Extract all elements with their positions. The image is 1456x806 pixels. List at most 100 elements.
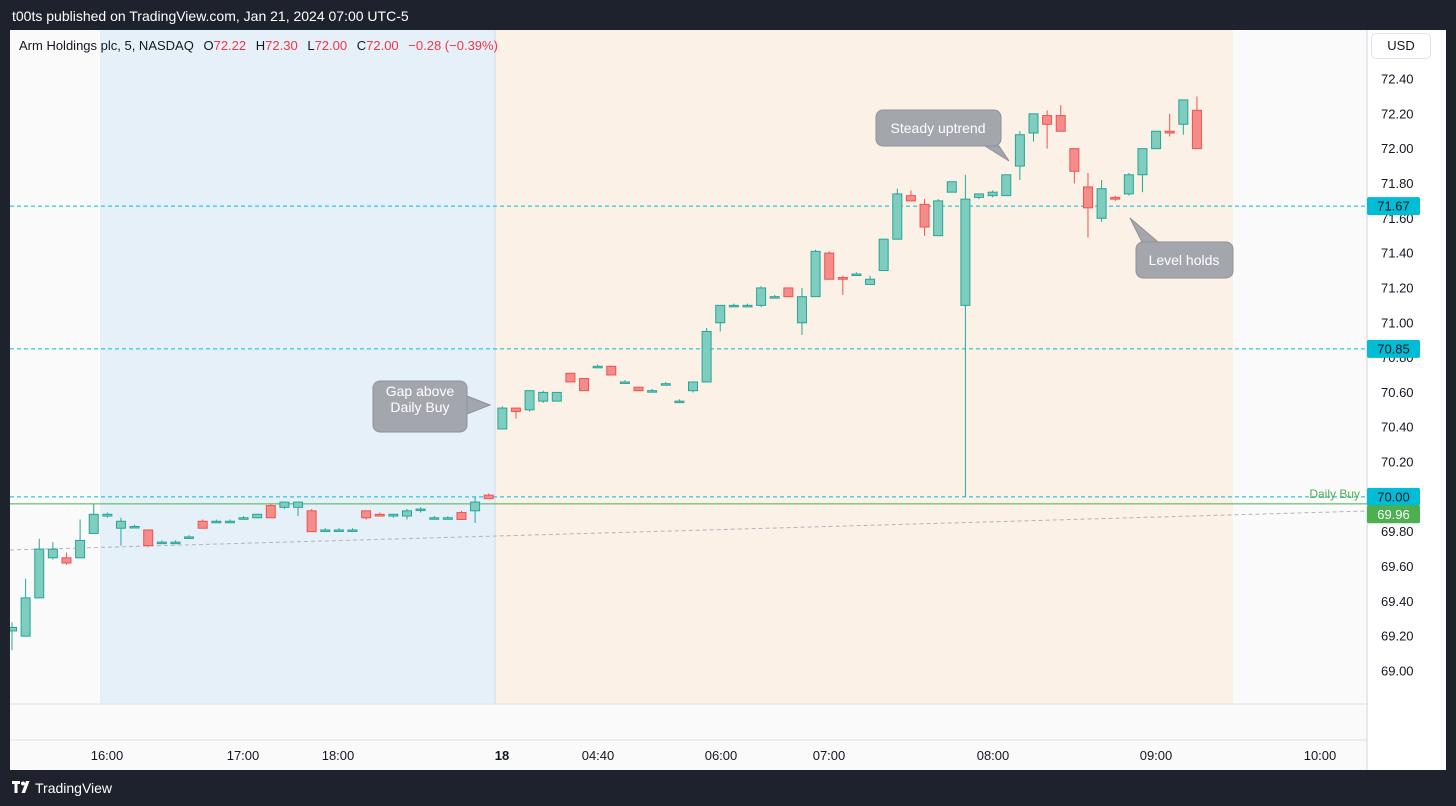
- candle-up: [728, 303, 739, 308]
- candle-up: [170, 540, 181, 545]
- candle-up: [47, 542, 58, 560]
- candle-up: [224, 519, 235, 524]
- candle-body: [1028, 113, 1039, 134]
- candle-body: [633, 386, 644, 392]
- candle-body: [442, 517, 453, 520]
- candle-down: [1110, 195, 1121, 201]
- candle-up: [796, 287, 807, 335]
- candle-down: [1164, 113, 1175, 137]
- time-axis-ticks: 16:00 17:00 18:00 18 04:40 06:00 07:00 08:00 09:…: [91, 748, 1337, 763]
- price-chart[interactable]: Daily Buy 69.00 69.20 69.40 69.60 69.80 70.20…: [10, 30, 1446, 770]
- candle-body: [497, 407, 508, 430]
- svg-text:70.85: 70.85: [1377, 341, 1410, 356]
- candle-body: [1096, 188, 1107, 219]
- currency-button[interactable]: USD: [1372, 34, 1430, 58]
- candle-body: [47, 548, 58, 559]
- candle-up: [619, 380, 630, 384]
- symbol-name: Arm Holdings plc, 5, NASDAQ: [19, 38, 194, 53]
- candle-body: [34, 548, 45, 599]
- candle-down: [197, 519, 208, 529]
- time-tick-label: 04:40: [582, 748, 615, 763]
- candle-up: [252, 513, 263, 519]
- candle-up: [10, 622, 17, 651]
- candle-down: [265, 503, 276, 519]
- candle-body: [769, 296, 780, 299]
- tradingview-logo-icon[interactable]: [12, 779, 32, 795]
- candle-up: [88, 503, 99, 534]
- candle-body: [510, 407, 521, 413]
- candle-body: [279, 501, 290, 508]
- candle-body: [538, 391, 549, 402]
- candle-body: [565, 372, 576, 383]
- candle-body: [660, 383, 671, 386]
- candle-body: [728, 304, 739, 308]
- daily-buy-label: Daily Buy: [1309, 487, 1360, 501]
- candle-body: [810, 250, 821, 298]
- candle-body: [252, 513, 263, 519]
- candle-body: [238, 517, 249, 520]
- candle-up: [892, 188, 903, 240]
- chart-frame[interactable]: Daily Buy 69.00 69.20 69.40 69.60 69.80 70.20…: [10, 30, 1446, 770]
- candle-body: [524, 390, 535, 411]
- candle-up: [701, 327, 712, 383]
- candle-body: [184, 536, 195, 539]
- time-tick-label: 07:00: [813, 748, 846, 763]
- candle-up: [674, 399, 685, 404]
- candle-up: [660, 381, 671, 386]
- candle-up: [293, 501, 304, 517]
- candle-body: [306, 510, 317, 533]
- session-main: [496, 30, 1233, 704]
- candle-down: [483, 493, 494, 500]
- callout-text: Gap above: [386, 383, 455, 399]
- top-bar: t00ts published on TradingView.com, Jan …: [0, 0, 1456, 30]
- candle-down: [1069, 148, 1080, 184]
- candle-up: [974, 193, 985, 200]
- candle-up: [878, 238, 889, 272]
- candle-body: [265, 505, 276, 519]
- price-axis[interactable]: [1367, 30, 1446, 770]
- candle-down: [1082, 173, 1093, 238]
- candle-body: [197, 520, 208, 529]
- candle-up: [742, 303, 753, 308]
- candle-body: [1137, 148, 1148, 176]
- price-tick-label: 69.20: [1381, 629, 1414, 644]
- candle-up: [688, 381, 698, 393]
- svg-text:69.96: 69.96: [1377, 507, 1410, 522]
- callout-steady-uptrend[interactable]: Steady uptrend: [875, 109, 1010, 162]
- change-value: −0.28 (−0.39%): [408, 38, 498, 53]
- candle-body: [619, 381, 630, 384]
- level-price-tag: 70.00: [1367, 487, 1420, 506]
- price-tick-label: 70.60: [1381, 385, 1414, 400]
- candle-body: [1178, 99, 1189, 125]
- callout-text: Daily Buy: [390, 399, 449, 415]
- candle-body: [919, 203, 930, 228]
- candles: [10, 96, 1202, 651]
- candle-up: [1123, 173, 1134, 196]
- candle-up: [960, 174, 971, 497]
- candle-down: [579, 377, 590, 392]
- candle-up: [415, 507, 426, 513]
- candle-body: [224, 520, 235, 524]
- candle-body: [824, 252, 835, 280]
- candle-up: [20, 578, 31, 637]
- callout-text: Steady uptrend: [891, 120, 986, 136]
- callout-level-holds[interactable]: Level holds: [1129, 217, 1234, 279]
- candle-down: [143, 529, 154, 548]
- candle-down: [633, 386, 644, 392]
- candle-body: [1042, 115, 1053, 125]
- tradingview-brand[interactable]: TradingView: [35, 780, 113, 796]
- candle-body: [946, 181, 957, 193]
- candle-up: [102, 512, 113, 518]
- footer: TradingView: [0, 770, 1456, 806]
- candle-up: [333, 528, 344, 532]
- candle-body: [61, 557, 72, 564]
- candle-body: [1164, 130, 1175, 134]
- open-label: O: [203, 38, 214, 53]
- candle-body: [170, 541, 181, 545]
- candle-up: [769, 294, 780, 299]
- candle-down: [565, 372, 576, 383]
- candle-up: [470, 496, 481, 523]
- candle-body: [551, 391, 562, 402]
- candle-body: [987, 191, 998, 197]
